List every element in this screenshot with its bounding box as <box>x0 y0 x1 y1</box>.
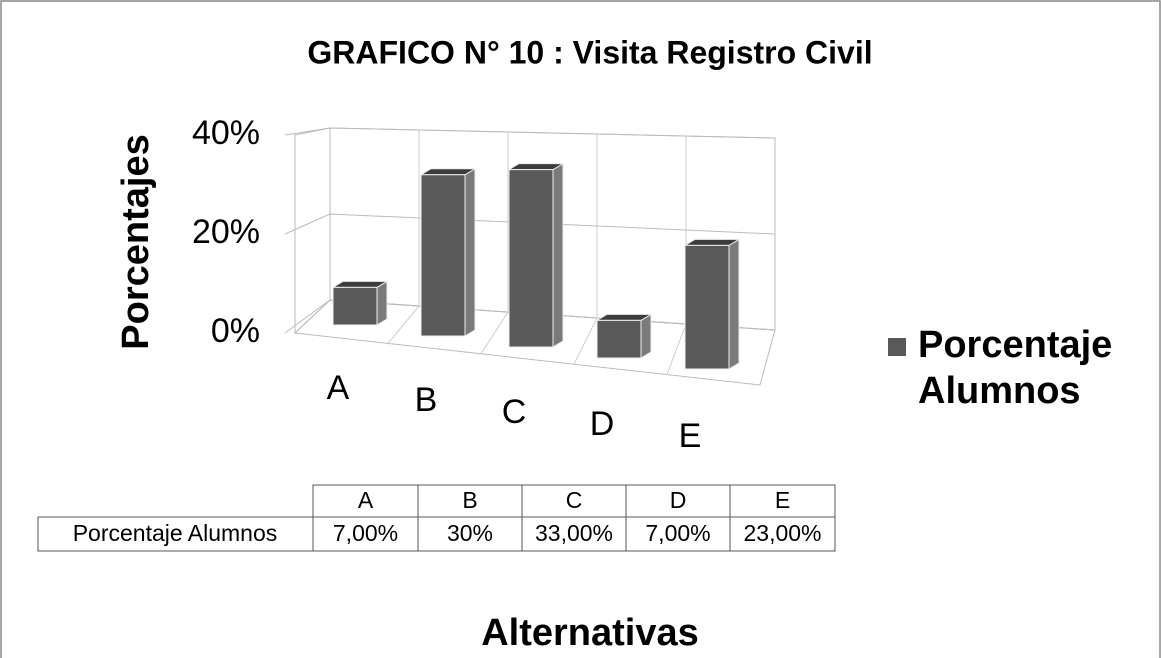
y-tick-label: 20% <box>192 213 260 251</box>
table-column-header: A <box>358 487 374 513</box>
grid-line <box>284 213 776 235</box>
grid-line <box>284 127 776 139</box>
x-tick-label: E <box>679 417 702 455</box>
bar-side <box>464 167 476 337</box>
y-tick-label: 0% <box>211 312 260 350</box>
x-axis-label: Alternativas <box>481 612 699 654</box>
floor-divider <box>480 311 509 355</box>
x-tick-label: D <box>590 405 615 443</box>
bar-side <box>640 313 652 359</box>
bar <box>332 286 378 326</box>
table-value-row <box>37 516 836 552</box>
bar-side <box>376 280 388 326</box>
bar <box>420 174 466 337</box>
y-tick-label: 40% <box>192 114 260 152</box>
bar-top <box>595 313 653 321</box>
table-value: 7,00% <box>645 520 710 546</box>
table-value: 7,00% <box>333 520 398 546</box>
bar <box>508 169 554 348</box>
legend-label: Porcentaje Alumnos <box>918 324 1113 412</box>
bar-side <box>728 238 740 370</box>
chart-title: GRAFICO N° 10 : Visita Registro Civil <box>307 34 872 70</box>
x-tick-label: A <box>327 369 350 407</box>
bar-top <box>683 238 741 246</box>
bar <box>684 244 730 370</box>
bar-top <box>331 280 389 288</box>
bar-top <box>507 163 565 171</box>
legend-swatch <box>888 338 906 356</box>
bar-top <box>419 168 477 176</box>
table-row-header: Porcentaje Alumnos <box>73 520 278 546</box>
floor-divider <box>573 317 598 365</box>
table-value: 30% <box>447 520 493 546</box>
y-axis-label: Porcentajes <box>115 134 157 349</box>
x-tick-label: B <box>415 381 438 419</box>
legend: Porcentaje Alumnos <box>888 322 1148 414</box>
table-column-header: E <box>775 487 790 513</box>
bar-side <box>552 162 564 348</box>
table-column-header: B <box>462 487 477 513</box>
floor-divider <box>387 305 420 344</box>
side-wall <box>294 127 331 335</box>
table-value: 23,00% <box>743 520 821 546</box>
table-column-header: D <box>670 487 687 513</box>
table-column-header: C <box>566 487 583 513</box>
table-value: 33,00% <box>535 520 613 546</box>
x-tick-label: C <box>502 393 527 431</box>
bar <box>596 319 642 359</box>
floor-divider <box>666 323 687 375</box>
